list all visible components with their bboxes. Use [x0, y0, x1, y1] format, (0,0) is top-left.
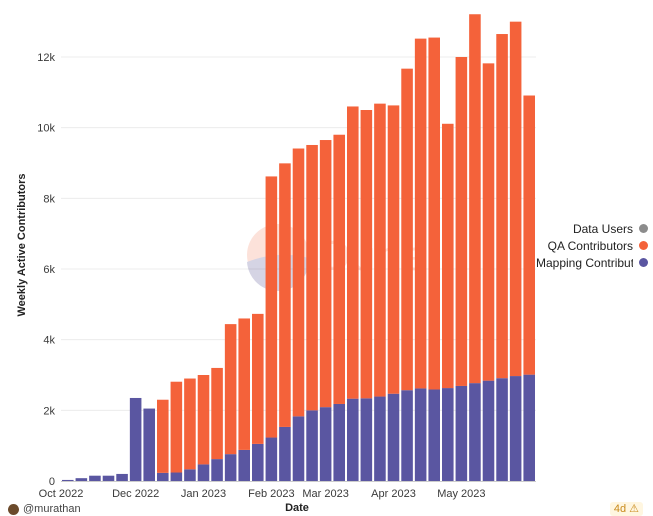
bar-qa-contributors[interactable]: [482, 63, 495, 381]
bar-qa-contributors[interactable]: [442, 123, 454, 389]
bar-mapping-contributors[interactable]: [306, 410, 318, 481]
legend-dot-icon: [639, 258, 648, 267]
x-tick-label: Oct 2022: [39, 488, 84, 500]
bar-qa-contributors[interactable]: [252, 313, 264, 444]
y-axis-title: Weekly Active Contributors: [16, 173, 28, 316]
bar-mapping-contributors[interactable]: [238, 449, 250, 481]
legend-label: Data Users: [572, 221, 633, 236]
y-tick-label: 6k: [43, 264, 55, 276]
bar-qa-contributors[interactable]: [306, 144, 318, 411]
author-name: @murathan: [23, 503, 81, 515]
x-tick-label: Jan 2023: [181, 488, 226, 500]
bar-qa-contributors[interactable]: [211, 367, 223, 460]
bar-mapping-contributors[interactable]: [89, 475, 101, 481]
bar-mapping-contributors[interactable]: [428, 389, 440, 481]
bar-mapping-contributors[interactable]: [184, 469, 196, 481]
legend-item-data-users[interactable]: Data Users: [536, 220, 653, 237]
legend-item-qa-contributors[interactable]: QA Contributors: [536, 237, 653, 254]
bar-qa-contributors[interactable]: [414, 38, 427, 389]
bar-qa-contributors[interactable]: [428, 37, 440, 390]
y-tick-label: 4k: [43, 335, 55, 347]
legend: Data Users QA Contributors Mapping Contr…: [536, 220, 653, 271]
bar-qa-contributors[interactable]: [333, 134, 345, 404]
bar-qa-contributors[interactable]: [401, 68, 413, 391]
x-tick-label: Dec 2022: [112, 488, 159, 500]
avatar: [8, 503, 19, 515]
bar-mapping-contributors[interactable]: [143, 408, 155, 481]
bar-mapping-contributors[interactable]: [333, 403, 345, 481]
bar-qa-contributors[interactable]: [157, 399, 169, 473]
bar-mapping-contributors[interactable]: [347, 398, 359, 481]
bar-qa-contributors[interactable]: [265, 176, 278, 438]
y-tick-label: 12k: [37, 52, 55, 64]
bar-mapping-contributors[interactable]: [157, 472, 169, 481]
bar-mapping-contributors[interactable]: [62, 479, 74, 481]
y-tick-label: 10k: [37, 123, 55, 135]
y-tick-label: 2k: [43, 405, 55, 417]
bar-qa-contributors[interactable]: [469, 14, 481, 384]
bar-mapping-contributors[interactable]: [387, 393, 400, 481]
x-axis-title: Date: [285, 502, 309, 514]
bar-mapping-contributors[interactable]: [265, 437, 278, 481]
bar-mapping-contributors[interactable]: [414, 388, 427, 481]
author-link[interactable]: @murathan: [8, 503, 81, 515]
bar-qa-contributors[interactable]: [509, 21, 522, 377]
bar-mapping-contributors[interactable]: [292, 416, 305, 481]
bar-qa-contributors[interactable]: [387, 105, 400, 394]
bar-qa-contributors[interactable]: [319, 140, 332, 408]
bar-mapping-contributors[interactable]: [374, 396, 386, 481]
bar-qa-contributors[interactable]: [279, 163, 291, 427]
bar-qa-contributors[interactable]: [197, 375, 210, 465]
bar-mapping-contributors[interactable]: [469, 383, 481, 481]
x-tick-label: Mar 2023: [302, 488, 348, 500]
bar-qa-contributors[interactable]: [170, 381, 183, 473]
y-tick-label: 8k: [43, 193, 55, 205]
bar-qa-contributors[interactable]: [184, 378, 196, 470]
bar-mapping-contributors[interactable]: [279, 426, 291, 481]
bar-qa-contributors[interactable]: [224, 324, 237, 455]
bar-mapping-contributors[interactable]: [197, 464, 210, 481]
bar-mapping-contributors[interactable]: [523, 374, 535, 481]
y-axis-ticks: 0 2k 4k 6k 8k 10k 12k: [37, 52, 55, 488]
bar-qa-contributors[interactable]: [455, 57, 468, 386]
bar-qa-contributors[interactable]: [374, 103, 386, 397]
bar-mapping-contributors[interactable]: [75, 478, 88, 481]
bar-mapping-contributors[interactable]: [170, 472, 183, 481]
bar-mapping-contributors[interactable]: [224, 454, 237, 481]
x-tick-label: Apr 2023: [371, 488, 416, 500]
bar-qa-contributors[interactable]: [238, 318, 250, 450]
bar-mapping-contributors[interactable]: [496, 378, 508, 481]
bar-mapping-contributors[interactable]: [252, 443, 264, 481]
bar-qa-contributors[interactable]: [292, 148, 305, 417]
bar-mapping-contributors[interactable]: [211, 459, 223, 481]
bar-qa-contributors[interactable]: [360, 110, 373, 399]
bar-mapping-contributors[interactable]: [102, 475, 115, 481]
legend-item-mapping-contributors[interactable]: Mapping Contribut: [536, 254, 653, 271]
x-tick-label: May 2023: [437, 488, 485, 500]
bar-qa-contributors[interactable]: [347, 106, 359, 399]
legend-label: QA Contributors: [547, 238, 633, 253]
legend-label: Mapping Contribut: [536, 255, 633, 270]
bar-qa-contributors[interactable]: [496, 34, 508, 379]
x-axis-ticks: Oct 2022 Dec 2022 Jan 2023 Feb 2023 Mar 2023…: [39, 488, 486, 500]
bar-mapping-contributors[interactable]: [116, 473, 128, 481]
bar-mapping-contributors[interactable]: [360, 398, 373, 481]
bar-mapping-contributors[interactable]: [442, 388, 454, 481]
legend-dot-icon: [639, 241, 648, 250]
bar-mapping-contributors[interactable]: [509, 376, 522, 481]
bar-mapping-contributors[interactable]: [455, 385, 468, 481]
bars: [62, 14, 535, 481]
y-tick-label: 0: [49, 476, 55, 488]
bar-mapping-contributors[interactable]: [319, 407, 332, 481]
bar-mapping-contributors[interactable]: [482, 380, 495, 481]
x-tick-label: Feb 2023: [248, 488, 294, 500]
bar-mapping-contributors[interactable]: [129, 397, 142, 481]
legend-dot-icon: [639, 224, 648, 233]
age-badge: 4d ⚠: [609, 502, 643, 516]
bar-mapping-contributors[interactable]: [401, 390, 413, 481]
bar-qa-contributors[interactable]: [523, 95, 535, 375]
